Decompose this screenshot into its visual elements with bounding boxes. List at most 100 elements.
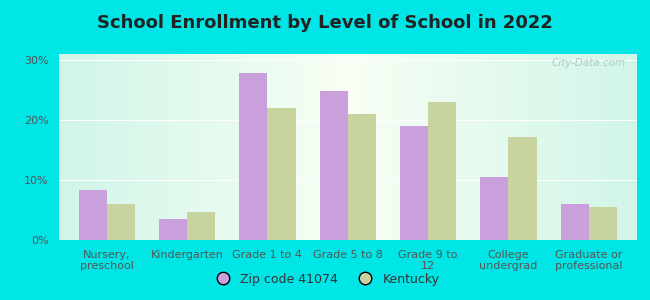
Bar [582,54,585,240]
Bar [90,54,93,240]
Bar [244,54,246,240]
Bar [449,54,452,240]
Bar [102,54,105,240]
Bar [281,54,284,240]
Bar [623,54,625,240]
Bar [605,54,608,240]
Bar [336,54,339,240]
Bar [188,54,192,240]
Text: City-Data.com: City-Data.com [551,58,625,68]
Legend: Zip code 41074, Kentucky: Zip code 41074, Kentucky [205,268,445,291]
Bar [510,54,513,240]
Bar [417,54,420,240]
Bar [377,54,380,240]
Bar [107,204,135,240]
Bar [545,54,547,240]
Bar [504,54,507,240]
Bar [226,54,229,240]
Bar [426,54,429,240]
Bar [324,54,328,240]
Bar [519,54,521,240]
Bar [350,54,354,240]
Bar [484,54,487,240]
Bar [99,54,102,240]
Bar [93,54,96,240]
Bar [391,54,394,240]
Bar [524,54,527,240]
Bar [183,54,186,240]
Bar [539,54,541,240]
Bar [200,54,203,240]
Bar [79,190,107,240]
Bar [508,137,536,240]
Bar [388,54,391,240]
Bar [209,54,212,240]
Bar [287,54,290,240]
Bar [250,54,252,240]
Bar [145,54,148,240]
Bar [565,54,567,240]
Bar [354,54,356,240]
Bar [619,54,623,240]
Bar [588,54,591,240]
Bar [296,54,298,240]
Bar [385,54,388,240]
Bar [84,54,87,240]
Bar [61,54,64,240]
Bar [82,54,85,240]
Bar [276,54,278,240]
Bar [348,114,376,240]
Bar [166,54,168,240]
Bar [73,54,76,240]
Bar [310,54,313,240]
Bar [356,54,359,240]
Bar [239,73,267,240]
Bar [218,54,220,240]
Bar [313,54,316,240]
Bar [328,54,330,240]
Bar [617,54,619,240]
Bar [498,54,501,240]
Bar [400,126,428,240]
Bar [501,54,504,240]
Bar [136,54,140,240]
Bar [437,54,440,240]
Bar [463,54,466,240]
Bar [116,54,119,240]
Bar [481,54,484,240]
Bar [530,54,533,240]
Bar [76,54,79,240]
Bar [521,54,524,240]
Bar [571,54,573,240]
Bar [408,54,411,240]
Bar [487,54,489,240]
Bar [443,54,446,240]
Bar [475,54,478,240]
Bar [629,54,631,240]
Bar [489,54,493,240]
Bar [266,54,270,240]
Bar [122,54,125,240]
Bar [394,54,397,240]
Bar [108,54,111,240]
Bar [374,54,376,240]
Bar [466,54,469,240]
Bar [252,54,255,240]
Bar [131,54,134,240]
Bar [270,54,272,240]
Bar [420,54,423,240]
Bar [631,54,634,240]
Bar [148,54,151,240]
Bar [452,54,455,240]
Bar [177,54,180,240]
Bar [429,54,432,240]
Bar [128,54,131,240]
Bar [246,54,250,240]
Bar [614,54,617,240]
Bar [229,54,232,240]
Bar [157,54,160,240]
Bar [186,54,188,240]
Bar [480,177,508,240]
Bar [562,54,565,240]
Bar [573,54,577,240]
